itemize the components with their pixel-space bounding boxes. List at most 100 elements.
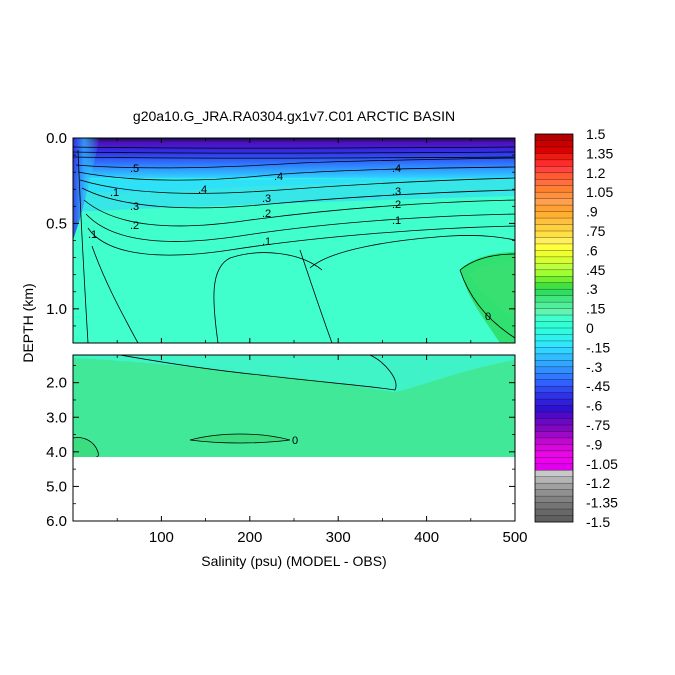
colorbar-swatch <box>535 366 573 374</box>
colorbar-label: .6 <box>586 242 598 258</box>
colorbar-swatch <box>535 489 573 497</box>
contour-label: .1 <box>392 215 401 227</box>
colorbar-swatch <box>535 353 573 361</box>
green-pocket-right-core <box>470 262 515 320</box>
colorbar-swatch <box>535 360 573 368</box>
y-tick-label: 0.5 <box>46 215 67 232</box>
contour-label: .1 <box>110 187 119 199</box>
colorbar-swatch <box>535 328 573 335</box>
upper-mid-region <box>73 176 515 343</box>
colorbar-label: .15 <box>586 301 606 317</box>
colorbar-swatch <box>535 392 573 400</box>
colorbar-frame <box>534 133 574 523</box>
x-tick-label: 500 <box>502 529 527 546</box>
colorbar-swatch <box>535 302 573 309</box>
y-tick-label: 5.0 <box>46 478 67 495</box>
x-tick-label: 300 <box>326 529 351 546</box>
x-tick-label: 200 <box>237 529 262 546</box>
cyan-tongue-main <box>120 355 396 392</box>
colorbar-swatch <box>535 444 573 452</box>
no-data-region <box>73 457 515 521</box>
contour-label: .4 <box>274 171 283 183</box>
colorbar-label: -.9 <box>586 436 603 452</box>
contour-label: .4 <box>392 163 401 175</box>
y-tick-label: 2.0 <box>46 375 67 392</box>
colorbar-swatch <box>535 146 573 154</box>
colorbar-label: -1.5 <box>586 514 610 530</box>
colorbar-swatch <box>535 276 573 284</box>
colorbar-swatch <box>535 179 573 187</box>
colorbar-label: -1.2 <box>586 475 610 491</box>
colorbar-swatch <box>535 321 573 329</box>
colorbar-swatch <box>535 502 573 510</box>
colorbar-swatch <box>535 263 573 271</box>
contour-label: .3 <box>130 201 139 213</box>
colorbar-swatch <box>535 218 573 225</box>
x-tick-label: 400 <box>414 529 439 546</box>
colorbar-swatch <box>535 483 573 490</box>
lower-contour-lines <box>73 355 397 458</box>
colorbar: 1.5 1.35 1.2 1.05 .9 .75 .6 .45 .3 .15 0 -.15 -.3 -.4… <box>534 126 618 530</box>
colorbar-swatch <box>535 476 573 484</box>
colorbar-label: .75 <box>586 223 606 239</box>
colorbar-swatch <box>535 289 573 296</box>
colorbar-label: -.3 <box>586 359 603 375</box>
colorbar-swatch <box>535 295 573 303</box>
y-axis-title: DEPTH (km) <box>20 283 36 362</box>
lower-mid-pocket <box>190 434 290 443</box>
colorbar-label: 0 <box>586 320 594 336</box>
colorbar-swatch <box>535 308 573 316</box>
lower-left-pocket <box>73 437 99 457</box>
colorbar-label: 1.35 <box>586 145 613 161</box>
contour-label: .1 <box>88 229 97 241</box>
upper-contour-lines <box>73 146 515 343</box>
colorbar-swatch <box>535 405 573 413</box>
colorbar-label: -.15 <box>586 339 610 355</box>
colorbar-swatch <box>535 399 573 406</box>
colorbar-swatch <box>535 470 573 478</box>
colorbar-swatch <box>535 437 573 445</box>
colorbar-swatch <box>535 463 573 471</box>
colorbar-label: .3 <box>586 281 598 297</box>
colorbar-swatch <box>535 418 573 426</box>
colorbar-swatch <box>535 496 573 503</box>
colorbar-swatch <box>535 457 573 465</box>
colorbar-swatch <box>535 425 573 432</box>
upper-panel: .5 .4 .4 .4 .3 .3 .3 .2 .2 .2 .1 .1 .1 .… <box>73 138 515 343</box>
contour-label: .2 <box>262 208 271 220</box>
colorbar-swatch <box>535 224 573 232</box>
colorbar-label: .45 <box>586 262 606 278</box>
contour-label: .4 <box>198 184 207 196</box>
colorbar-swatch <box>535 166 573 174</box>
colorbar-swatch <box>535 140 573 148</box>
y-tick-label: 3.0 <box>46 409 67 426</box>
y-tick-label: 6.0 <box>46 513 67 530</box>
colorbar-swatch <box>535 347 573 355</box>
colorbar-label: 1.05 <box>586 184 613 200</box>
colorbar-label: -.6 <box>586 398 603 414</box>
contour-label: .3 <box>262 193 271 205</box>
colorbar-swatch <box>535 269 573 277</box>
y-tick-label: 0.0 <box>46 130 67 147</box>
colorbar-swatch <box>535 231 573 238</box>
y-tick-label: 4.0 <box>46 444 67 461</box>
contour-label: 0 <box>485 311 491 323</box>
colorbar-label: -1.05 <box>586 456 618 472</box>
colorbar-swatch <box>535 373 573 381</box>
colorbar-swatch <box>535 172 573 180</box>
colorbar-label: -1.35 <box>586 495 618 511</box>
colorbar-swatch <box>535 153 573 161</box>
x-axis-title: Salinity (psu) (MODEL - OBS) <box>201 553 386 569</box>
colorbar-swatch <box>535 386 573 393</box>
colorbar-swatch <box>535 256 573 264</box>
colorbar-swatch <box>535 250 573 258</box>
colorbar-swatch <box>535 205 573 212</box>
colorbar-swatch <box>535 243 573 251</box>
colorbar-swatch <box>535 185 573 193</box>
colorbar-swatch <box>535 237 573 245</box>
colorbar-swatch <box>535 134 573 141</box>
colorbar-swatch <box>535 450 573 458</box>
colorbar-label: -.45 <box>586 378 610 394</box>
contour-label: .3 <box>392 186 401 198</box>
